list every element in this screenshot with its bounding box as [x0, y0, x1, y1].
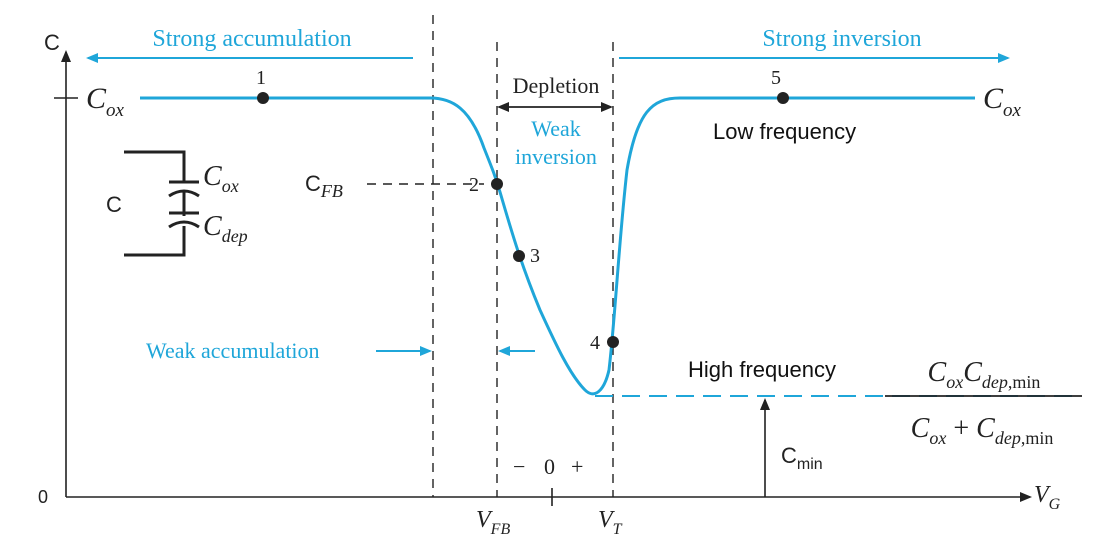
high-frequency-label: High frequency — [688, 357, 836, 382]
point-3 — [513, 250, 525, 262]
weak-inversion-label-2: inversion — [515, 144, 597, 169]
point-1 — [257, 92, 269, 104]
vt-label: VT — [598, 507, 623, 538]
strong-accumulation-label: Strong accumulation — [152, 26, 351, 52]
y-axis-label: C — [44, 30, 60, 55]
circuit-bottom-wire — [124, 226, 186, 257]
point-1-label: 1 — [256, 67, 266, 89]
weak-inversion-label-1: Weak — [531, 116, 581, 141]
circuit-cox-label: Cox — [203, 161, 239, 196]
point-2 — [491, 178, 503, 190]
dashed-guides — [367, 15, 614, 497]
point-4 — [607, 336, 619, 348]
point-4-label: 4 — [590, 332, 600, 354]
low-frequency-label: Low frequency — [713, 119, 856, 144]
formula-denominator: Cox + Cdep,min — [911, 413, 1054, 448]
cox-plate-bottom — [168, 189, 200, 198]
circuit-top-wire — [124, 150, 186, 182]
cmin-label: Cmin — [781, 443, 823, 473]
point-3-label: 3 — [530, 245, 540, 267]
circuit-cdep-label: Cdep — [203, 211, 248, 246]
low-frequency-curve — [140, 96, 975, 396]
cdep-plate-bottom — [168, 220, 200, 229]
formula-numerator: CoxCdep,min — [928, 357, 1041, 392]
polarity-zero: 0 — [544, 454, 555, 479]
cfb-label: CFB — [305, 171, 343, 201]
cox-right-label: Cox — [983, 82, 1022, 121]
depletion-label: Depletion — [513, 73, 600, 98]
polarity-plus: + — [571, 454, 583, 479]
point-2-label: 2 — [469, 174, 479, 196]
vfb-label: VFB — [476, 507, 510, 538]
x-axis-label: VG — [1034, 482, 1061, 513]
series-capacitor-circuit — [124, 150, 200, 257]
polarity-minus: − — [513, 454, 525, 479]
point-5 — [777, 92, 789, 104]
cox-left-label: Cox — [86, 82, 125, 121]
point-5-label: 5 — [771, 67, 781, 89]
origin-label: 0 — [38, 487, 48, 507]
strong-inversion-label: Strong inversion — [762, 26, 921, 52]
axes — [54, 50, 1032, 506]
circuit-c-label: C — [106, 192, 122, 217]
weak-accumulation-label: Weak accumulation — [146, 338, 320, 363]
curve-points — [257, 92, 789, 348]
